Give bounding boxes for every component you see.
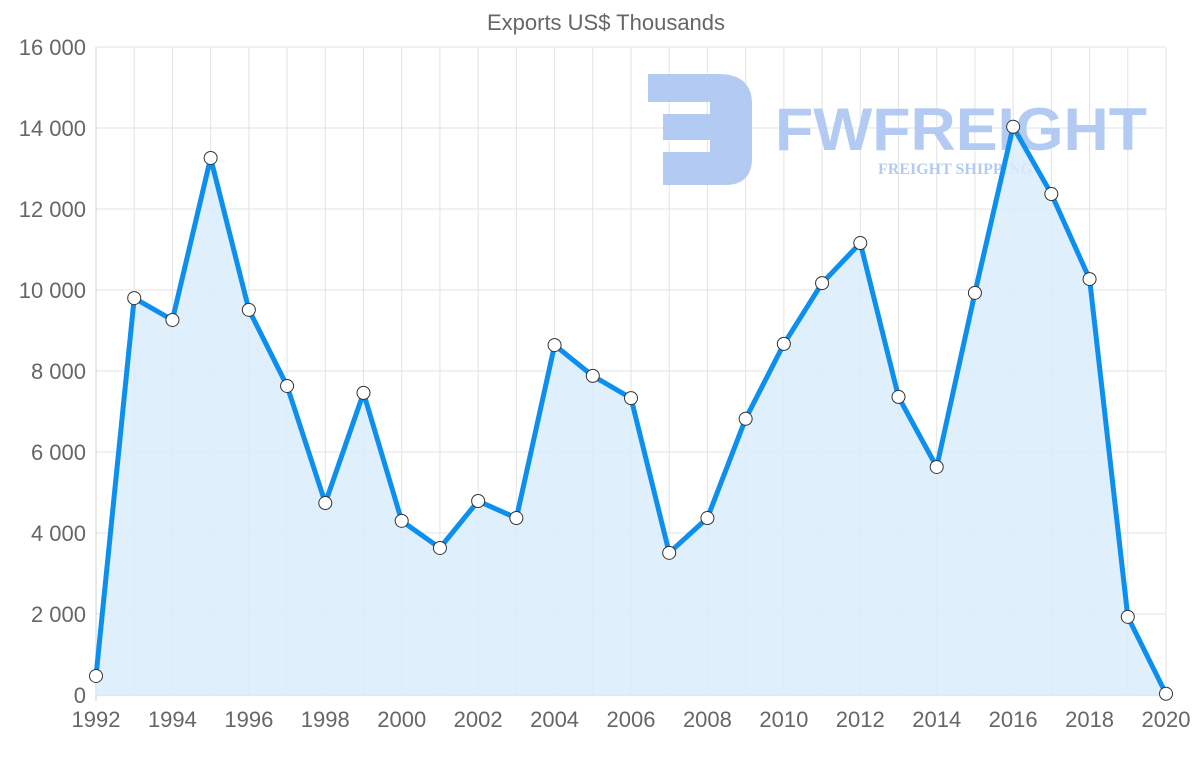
y-tick-label: 12 000 — [19, 197, 86, 222]
chart-title: Exports US$ Thousands — [487, 10, 725, 35]
data-point[interactable] — [318, 496, 333, 511]
data-point[interactable] — [241, 302, 256, 317]
y-tick-label: 8 000 — [31, 359, 86, 384]
y-tick-label: 6 000 — [31, 440, 86, 465]
data-point[interactable] — [1044, 187, 1059, 202]
y-tick-label: 10 000 — [19, 278, 86, 303]
watermark-logo-icon — [648, 74, 752, 185]
x-tick-label: 2002 — [454, 707, 503, 732]
x-tick-label: 2016 — [989, 707, 1038, 732]
data-point[interactable] — [1120, 609, 1135, 624]
x-tick-label: 2008 — [683, 707, 732, 732]
data-point[interactable] — [356, 385, 371, 400]
y-tick-label: 2 000 — [31, 602, 86, 627]
y-tick-label: 14 000 — [19, 116, 86, 141]
data-point[interactable] — [700, 511, 715, 526]
x-tick-label: 1998 — [301, 707, 350, 732]
y-tick-label: 4 000 — [31, 521, 86, 546]
data-point[interactable] — [547, 338, 562, 353]
data-point[interactable] — [89, 668, 103, 683]
x-axis: 1992 1994 1996 1998 2000 2002 2004 2006 2008 2010… — [72, 707, 1191, 732]
x-tick-label: 1996 — [224, 707, 273, 732]
data-point[interactable] — [853, 236, 868, 251]
data-point[interactable] — [127, 291, 142, 306]
x-tick-label: 2018 — [1065, 707, 1114, 732]
data-point[interactable] — [776, 336, 791, 351]
data-point[interactable] — [432, 540, 447, 555]
data-point[interactable] — [967, 285, 982, 300]
data-point[interactable] — [394, 513, 409, 528]
data-point[interactable] — [1006, 119, 1021, 134]
data-point[interactable] — [1082, 272, 1097, 287]
data-point[interactable] — [815, 276, 830, 291]
data-point[interactable] — [929, 459, 944, 474]
x-tick-label: 2010 — [759, 707, 808, 732]
data-point[interactable] — [738, 411, 753, 426]
x-tick-label: 1992 — [72, 707, 121, 732]
x-tick-label: 2020 — [1142, 707, 1191, 732]
x-tick-label: 2004 — [530, 707, 579, 732]
x-tick-label: 1994 — [148, 707, 197, 732]
x-tick-label: 2000 — [377, 707, 426, 732]
data-point[interactable] — [891, 389, 906, 404]
watermark-tagline: FREIGHT SHIPPING — [878, 161, 1033, 178]
x-tick-label: 2012 — [836, 707, 885, 732]
y-tick-label: 16 000 — [19, 35, 86, 60]
series-area — [96, 126, 1166, 696]
series — [89, 119, 1173, 701]
data-point[interactable] — [471, 494, 486, 509]
data-point[interactable] — [1159, 686, 1173, 701]
data-point[interactable] — [203, 150, 218, 165]
y-tick-label: 0 — [74, 683, 86, 708]
watermark-logo: FWFREIGHT FREIGHT SHIPPING — [648, 74, 1147, 185]
x-tick-label: 2014 — [912, 707, 961, 732]
data-point[interactable] — [165, 312, 180, 327]
watermark-brand: FWFREIGHT — [775, 96, 1147, 163]
data-point[interactable] — [280, 378, 295, 393]
data-point[interactable] — [585, 368, 600, 383]
data-point[interactable] — [624, 391, 638, 406]
x-tick-label: 2006 — [607, 707, 656, 732]
data-point[interactable] — [509, 511, 524, 526]
data-point[interactable] — [662, 545, 677, 560]
y-axis: 0 2 000 4 000 6 000 8 000 10 000 12 000 14 000 1… — [19, 35, 86, 708]
